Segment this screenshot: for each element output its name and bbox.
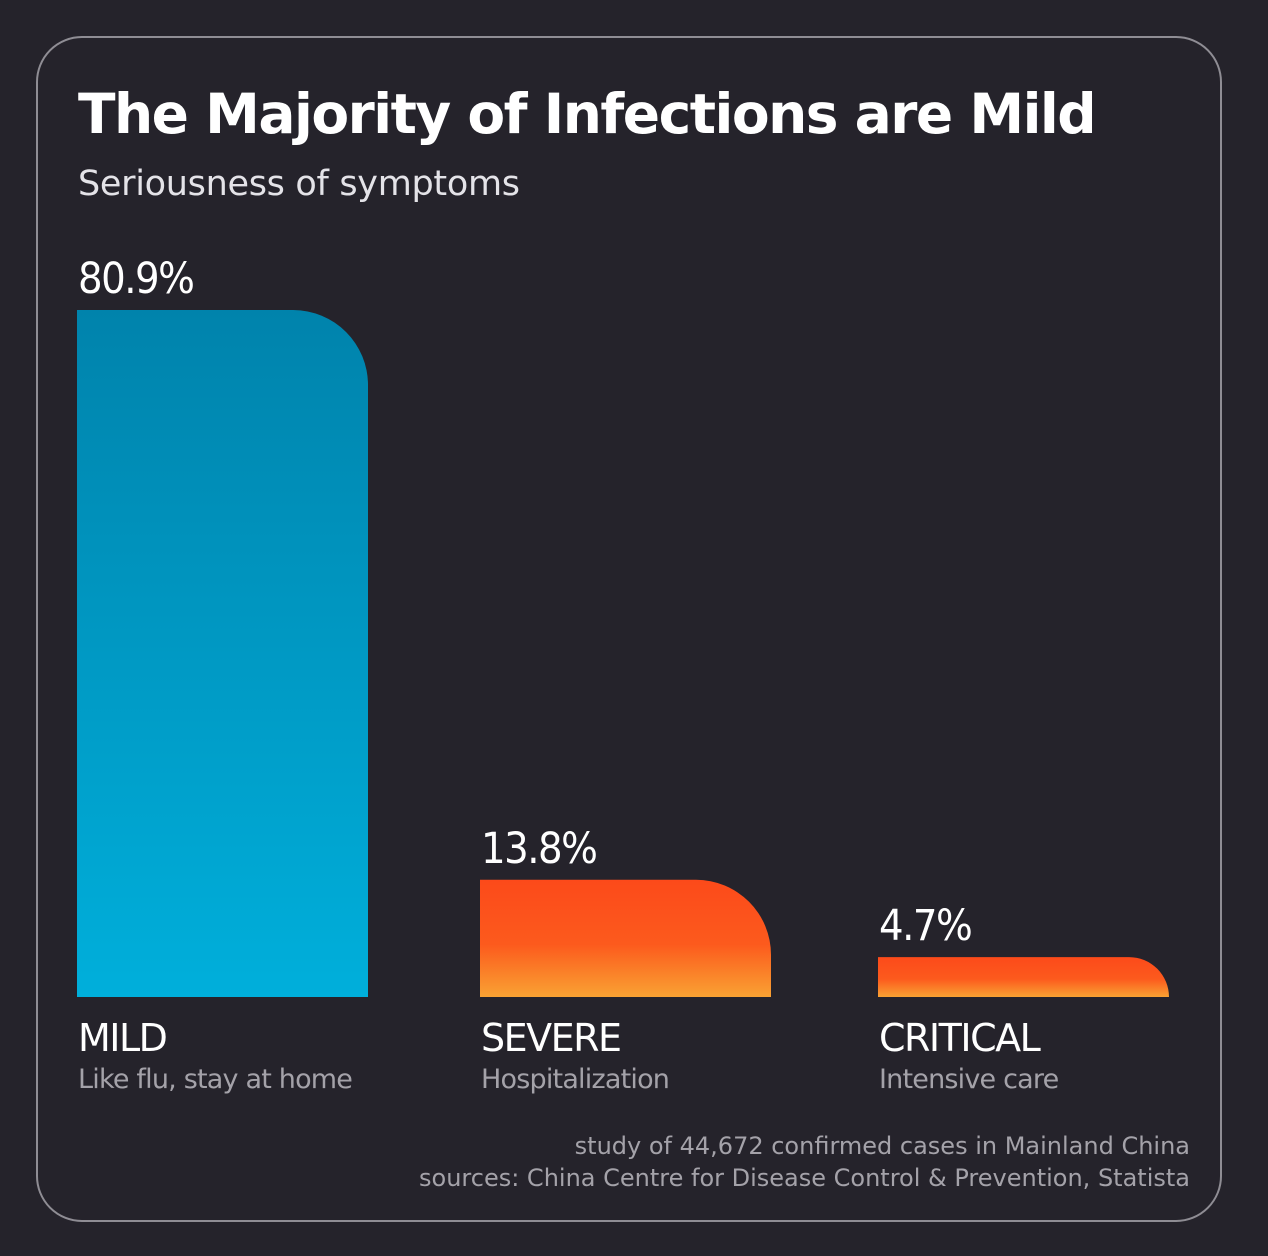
footer-sources: sources: China Centre for Disease Contro… bbox=[419, 1164, 1190, 1192]
bar-critical bbox=[878, 957, 1169, 997]
category-label-mild: MILD bbox=[78, 1016, 167, 1060]
footer-note: study of 44,672 confirmed cases in Mainl… bbox=[574, 1132, 1190, 1160]
value-label-mild: 80.9% bbox=[78, 254, 193, 304]
category-description-mild: Like flu, stay at home bbox=[78, 1064, 352, 1095]
bar-severe bbox=[480, 879, 772, 997]
bars-layer: 80.9% MILD Like flu, stay at home 13.8% SEVE… bbox=[77, 254, 1169, 1095]
category-label-critical: CRITICAL bbox=[879, 1016, 1041, 1060]
bar-mild bbox=[77, 310, 368, 997]
category-description-critical: Intensive care bbox=[879, 1064, 1059, 1095]
chart-subtitle: Seriousness of symptoms bbox=[78, 164, 520, 204]
value-label-critical: 4.7% bbox=[879, 901, 971, 951]
value-label-severe: 13.8% bbox=[481, 824, 596, 874]
chart-footer: study of 44,672 confirmed cases in Mainl… bbox=[419, 1130, 1190, 1194]
chart-title: The Majority of Infections are Mild bbox=[78, 82, 1097, 146]
chart-card bbox=[36, 36, 1222, 1222]
category-description-severe: Hospitalization bbox=[481, 1064, 669, 1095]
category-label-severe: SEVERE bbox=[481, 1016, 621, 1060]
